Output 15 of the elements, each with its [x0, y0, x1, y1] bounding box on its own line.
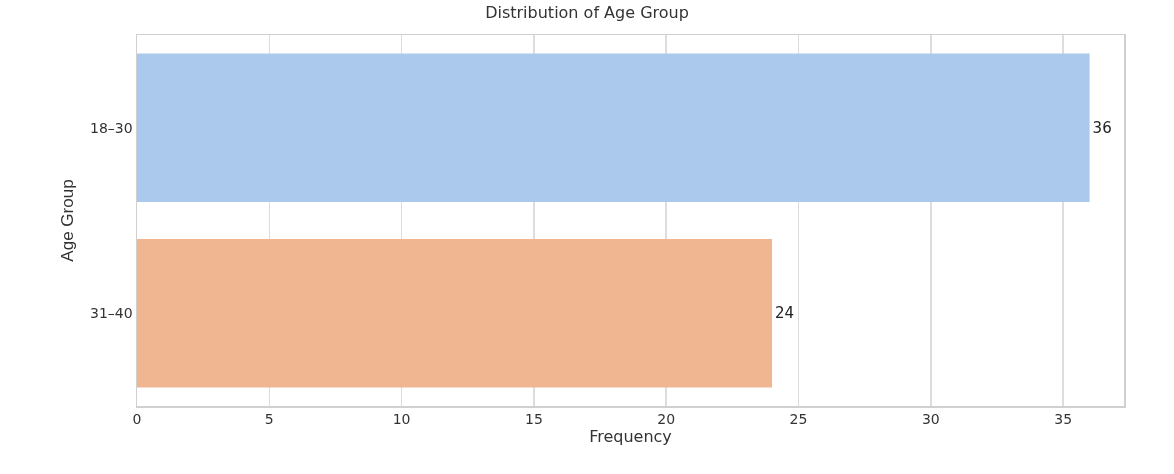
y-axis-title: Age Group — [57, 179, 77, 262]
chart-title: Distribution of Age Group — [485, 3, 689, 23]
x-tick-label: 15 — [525, 411, 543, 428]
y-tick-label: 18–30 — [90, 119, 133, 136]
x-tick-label: 25 — [789, 411, 808, 428]
x-tick-label: 30 — [921, 411, 940, 428]
x-tick-label: 35 — [1054, 411, 1073, 428]
x-tick-label: 20 — [657, 411, 676, 428]
x-axis-title: Frequency — [589, 427, 672, 447]
x-tick-label: 10 — [392, 411, 411, 428]
x-tick-label: 5 — [264, 411, 274, 428]
data-label: 36 — [1092, 118, 1112, 137]
x-tick-label: 0 — [132, 411, 142, 428]
y-tick-label: 31–40 — [90, 305, 133, 322]
data-label: 24 — [775, 304, 795, 323]
